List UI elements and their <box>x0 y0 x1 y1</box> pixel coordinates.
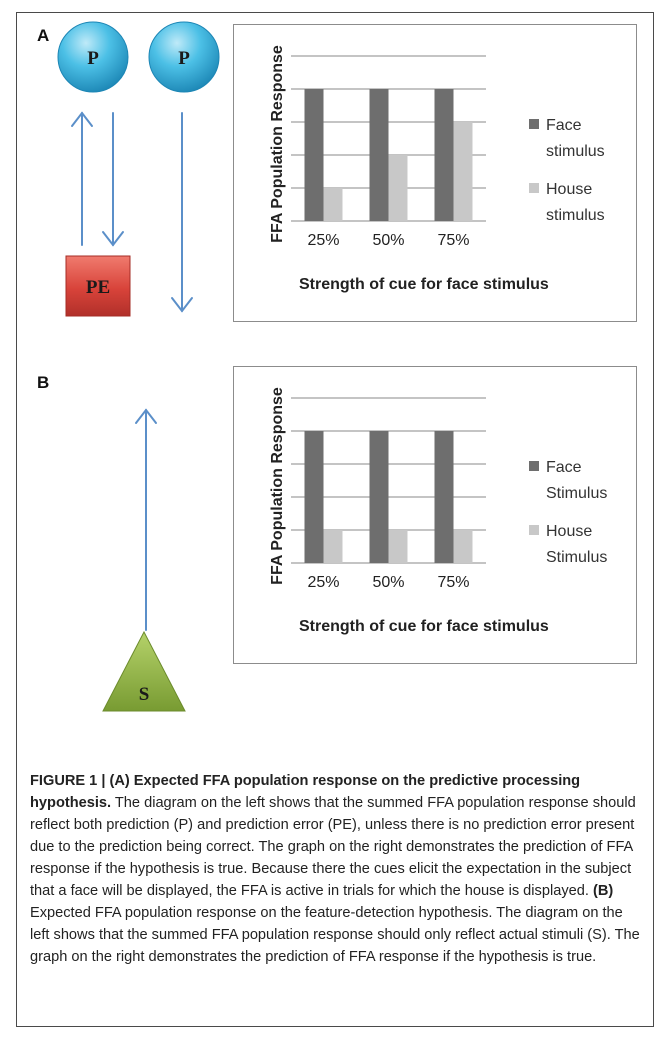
prediction-arrow-down <box>171 112 193 313</box>
b-bar-house-50 <box>388 530 408 563</box>
a-legend-label: stimulus <box>546 143 605 160</box>
stimulus-arrow-up <box>135 408 157 631</box>
prediction-node-2-label: P <box>178 48 190 69</box>
b-tick-label: 75% <box>437 574 469 591</box>
b-legend-swatch <box>529 461 539 471</box>
a-tick-label: 25% <box>307 232 339 249</box>
b-tick-label: 25% <box>307 574 339 591</box>
b-bar-face-50 <box>369 431 389 563</box>
figure-caption: FIGURE 1 | (A) Expected FFA population r… <box>30 770 640 968</box>
a-bar-face-25 <box>304 89 324 221</box>
a-y-axis-label: FFA Population Response <box>269 45 286 243</box>
b-legend-label: Face <box>546 459 582 476</box>
chart-panel-b: 25% 50% 75% Strength of cue for face stimul… <box>233 366 637 664</box>
caption-part-b: Expected FFA population response on the … <box>30 905 640 965</box>
a-bar-face-75 <box>434 89 454 221</box>
caption-bold-b: (B) <box>592 883 614 899</box>
a-tick-label: 50% <box>372 232 404 249</box>
b-x-axis-label: Strength of cue for face stimulus <box>299 618 549 635</box>
b-bar-house-25 <box>323 530 343 563</box>
panel-label-b: B <box>37 373 50 392</box>
b-tick-label: 50% <box>372 574 404 591</box>
stimulus-node: S <box>102 630 186 712</box>
caption-bold-lead: FIGURE 1 | (A) Expected FFA population r… <box>30 773 581 811</box>
b-legend-label: House <box>546 523 592 540</box>
a-bar-house-75 <box>453 122 473 221</box>
b-bar-face-75 <box>434 431 454 563</box>
prediction-node-1: P <box>57 21 129 93</box>
figure-frame <box>16 12 654 1027</box>
b-y-axis-label: FFA Population Response <box>269 387 286 585</box>
b-bar-house-75 <box>453 530 473 563</box>
chart-panel-a: 25% 50% 75% Strength of cue for face stimul… <box>233 24 637 322</box>
schematic-diagram: P P PE S <box>57 21 220 712</box>
a-x-axis-label: Strength of cue for face stimulus <box>299 276 549 293</box>
b-bar-face-25 <box>304 431 324 563</box>
a-legend-label: House <box>546 181 592 198</box>
a-legend-label: stimulus <box>546 207 605 224</box>
a-legend-swatch <box>529 183 539 193</box>
a-bar-house-50 <box>388 155 408 221</box>
prediction-node-1-label: P <box>87 48 99 69</box>
a-bar-house-25 <box>323 188 343 221</box>
a-tick-label: 75% <box>437 232 469 249</box>
a-bar-face-50 <box>369 89 389 221</box>
b-legend-swatch <box>529 525 539 535</box>
prediction-arrow-to-pe <box>102 112 124 247</box>
b-legend-label: Stimulus <box>546 549 607 566</box>
a-legend-swatch <box>529 119 539 129</box>
panel-label-a: A <box>37 26 50 45</box>
caption-part-a: The diagram on the left shows that the s… <box>30 795 636 899</box>
stimulus-node-label: S <box>139 684 150 705</box>
prediction-error-node: PE <box>65 255 131 317</box>
prediction-node-2: P <box>148 21 220 93</box>
b-legend-label: Stimulus <box>546 485 607 502</box>
prediction-error-node-label: PE <box>86 277 110 298</box>
a-legend-label: Face <box>546 117 582 134</box>
feedforward-arrow <box>71 111 93 246</box>
